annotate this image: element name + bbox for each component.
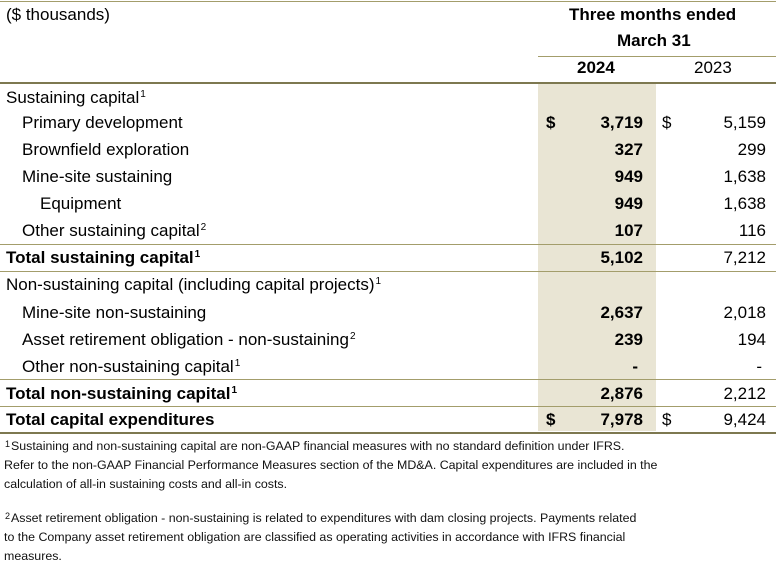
currency-symbol-2023: $ [662, 113, 672, 132]
value-2024: 949 [614, 194, 643, 213]
footnote-ref: 1 [140, 89, 146, 100]
value-2024: 327 [614, 140, 643, 159]
row-label: Sustaining capital [6, 88, 140, 107]
table-row: Equipment 949 1,638 [0, 190, 776, 217]
row-label: Total sustaining capital [6, 248, 194, 267]
currency-symbol-2024: $ [546, 113, 556, 132]
value-2023: - [756, 357, 762, 376]
table-row-grand-total: Total capital expenditures $ 7,978 $ 9,4… [0, 406, 776, 433]
row-label: Other sustaining capital [22, 221, 200, 240]
value-2024: 239 [614, 330, 643, 349]
value-2023: 194 [737, 330, 766, 349]
value-2024: 3,719 [600, 113, 643, 132]
value-2024: 5,102 [600, 248, 643, 267]
value-2024: 2,876 [600, 384, 643, 403]
row-label: Total capital expenditures [6, 410, 215, 429]
table-row: Other non-sustaining capital1 - - [0, 353, 776, 380]
value-2024: - [632, 357, 638, 376]
row-divider [0, 244, 776, 245]
row-divider [0, 271, 776, 272]
table-row-total: Total sustaining capital1 5,102 7,212 [0, 244, 776, 271]
value-2024: 107 [614, 221, 643, 240]
column-header-2024: 2024 [577, 58, 615, 77]
table-row: Primary development $ 3,719 $ 5,159 [0, 109, 776, 136]
currency-symbol-2023: $ [662, 410, 672, 429]
value-2023: 2,018 [723, 303, 766, 322]
table-row: Asset retirement obligation - non-sustai… [0, 326, 776, 353]
row-divider [0, 379, 776, 380]
footnote-ref: 1 [231, 385, 238, 396]
value-2024: 2,637 [600, 303, 643, 322]
footnote-number: 1 [5, 439, 11, 449]
table-bottom-rule [0, 432, 776, 434]
row-label: Other non-sustaining capital [22, 357, 234, 376]
footnote-ref: 1 [234, 358, 241, 369]
footnote-ref: 1 [375, 276, 382, 287]
footnote-text: to the Company asset retirement obligati… [4, 530, 626, 544]
footnote-ref: 1 [194, 249, 201, 260]
footnote-text: Sustaining and non-sustaining capital ar… [11, 439, 625, 453]
value-2024: 7,978 [600, 410, 643, 429]
column-2024-shading [538, 83, 656, 431]
column-header-2023: 2023 [694, 58, 732, 77]
value-2024: 949 [614, 167, 643, 186]
table-row-total: Total non-sustaining capital1 2,876 2,21… [0, 380, 776, 407]
row-label: Primary development [22, 113, 183, 132]
footnote-text: calculation of all-in sustaining costs a… [4, 477, 288, 491]
value-2023: 116 [738, 221, 766, 240]
value-2023: 7,212 [723, 248, 766, 267]
units-label: ($ thousands) [6, 5, 110, 24]
value-2023: 1,638 [723, 167, 766, 186]
footnote-ref: 2 [349, 331, 356, 342]
row-divider [0, 406, 776, 407]
footnote-text: measures. [4, 549, 62, 563]
currency-symbol-2024: $ [546, 410, 556, 429]
footnote-number: 2 [5, 511, 11, 521]
value-2023: 1,638 [723, 194, 766, 213]
period-header-line1: Three months ended [569, 5, 737, 24]
row-label: Total non-sustaining capital [6, 384, 231, 403]
row-label: Asset retirement obligation - non-sustai… [22, 330, 349, 349]
table-row: Non-sustaining capital (including capita… [0, 271, 776, 298]
period-header-line2: March 31 [617, 31, 691, 50]
table-row: Mine-site sustaining 949 1,638 [0, 163, 776, 190]
table-top-border [0, 1, 776, 2]
value-2023: 9,424 [723, 410, 766, 429]
row-label: Non-sustaining capital (including capita… [6, 275, 375, 294]
row-label: Mine-site sustaining [22, 167, 173, 186]
header-bottom-rule [0, 82, 776, 84]
table-row: Other sustaining capital2 107 116 [0, 217, 776, 244]
footnote-2: 2Asset retirement obligation - non-susta… [4, 509, 774, 566]
value-2023: 5,159 [723, 113, 766, 132]
footnote-text: Refer to the non-GAAP Financial Performa… [4, 458, 658, 472]
row-label: Equipment [40, 194, 122, 213]
value-2023: 2,212 [723, 384, 766, 403]
footnote-1: 1Sustaining and non-sustaining capital a… [4, 437, 774, 494]
table-row: Brownfield exploration 327 299 [0, 136, 776, 163]
row-label: Brownfield exploration [22, 140, 190, 159]
period-header-underline [538, 56, 776, 57]
row-label: Mine-site non-sustaining [22, 303, 207, 322]
footnote-text: Asset retirement obligation - non-sustai… [11, 511, 637, 525]
footnote-ref: 2 [200, 222, 207, 233]
table-row: Mine-site non-sustaining 2,637 2,018 [0, 299, 776, 326]
value-2023: 299 [737, 140, 766, 159]
table-row: Sustaining capital1 [0, 84, 776, 111]
